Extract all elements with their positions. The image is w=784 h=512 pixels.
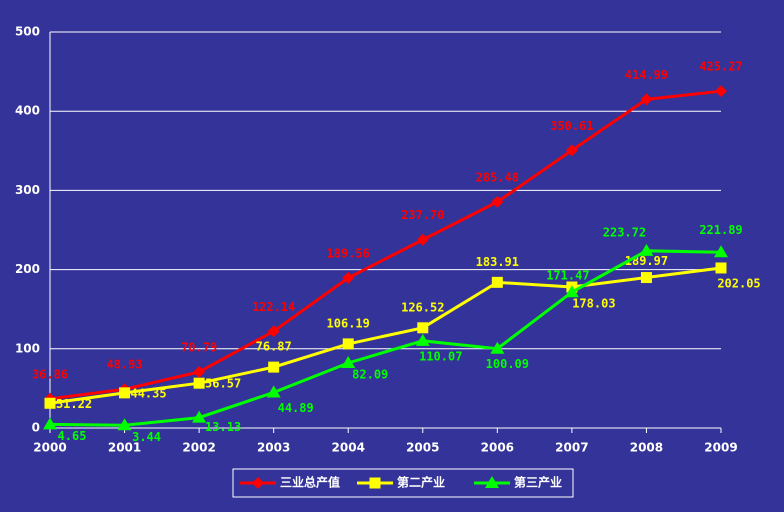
legend-marker	[485, 476, 499, 488]
x-tick-label: 2003	[257, 441, 290, 455]
data-label: 425.27	[699, 60, 742, 74]
data-point	[640, 272, 652, 284]
data-point	[342, 338, 354, 350]
data-point	[415, 333, 430, 346]
x-tick-label: 2004	[332, 441, 365, 455]
data-point	[490, 341, 505, 354]
data-label: 221.89	[699, 223, 742, 237]
data-label: 223.72	[603, 225, 646, 239]
data-point	[715, 85, 727, 98]
data-point	[193, 377, 205, 389]
series-line	[49, 89, 722, 401]
y-tick-label: 400	[15, 104, 40, 118]
x-tick-label: 2007	[555, 441, 588, 455]
data-label: 56.57	[205, 377, 241, 391]
data-point	[342, 271, 355, 284]
data-label: 100.09	[486, 357, 529, 371]
legend-box	[232, 468, 574, 498]
data-label: 3.44	[132, 430, 161, 444]
data-label: 189.56	[327, 246, 370, 260]
data-point	[117, 418, 132, 431]
data-point	[193, 365, 206, 378]
data-point	[715, 262, 727, 274]
legend-label: 第二产业	[397, 475, 445, 490]
data-point	[341, 355, 356, 368]
data-point	[565, 144, 578, 157]
x-tick-label: 2001	[108, 441, 141, 455]
data-label: 82.09	[352, 367, 388, 381]
x-tick-label: 2008	[630, 441, 663, 455]
data-point	[491, 195, 504, 208]
data-label: 31.22	[56, 397, 92, 411]
data-point	[639, 243, 654, 256]
legend-marker	[252, 477, 264, 489]
data-label: 48.93	[106, 358, 142, 372]
data-label: 189.97	[625, 254, 668, 268]
series-line	[49, 249, 722, 427]
data-label: 237.70	[401, 208, 444, 222]
data-label: 44.35	[130, 386, 166, 400]
data-point	[119, 387, 131, 399]
data-point	[640, 93, 653, 106]
data-label: 110.07	[419, 349, 462, 363]
data-label: 183.91	[476, 255, 519, 269]
data-point	[564, 285, 579, 298]
data-point	[267, 325, 280, 338]
data-point	[43, 417, 57, 430]
legend-label: 第三产业	[514, 475, 562, 490]
x-tick-label: 2000	[33, 441, 66, 455]
data-label: 171.47	[546, 269, 589, 283]
x-tick-label: 2005	[406, 441, 439, 455]
data-point	[268, 361, 280, 373]
x-tick-label: 2002	[182, 441, 215, 455]
y-tick-label: 200	[15, 262, 40, 276]
data-point	[491, 276, 503, 288]
data-point	[44, 397, 56, 409]
data-label: 36.86	[32, 367, 68, 381]
data-label: 414.99	[625, 68, 668, 82]
data-label: 44.89	[278, 401, 314, 415]
data-point	[192, 410, 207, 423]
legend-label: 三业总产值	[280, 475, 340, 490]
data-point	[417, 322, 429, 334]
data-label: 178.03	[572, 297, 615, 311]
y-tick-label: 300	[15, 183, 40, 197]
y-tick-label: 100	[15, 341, 40, 355]
data-label: 4.65	[58, 429, 87, 443]
y-tick-label: 500	[15, 25, 40, 39]
data-label: 202.05	[717, 276, 760, 290]
data-point	[416, 233, 429, 246]
data-label: 285.48	[476, 170, 519, 184]
data-label: 13.13	[205, 420, 241, 434]
data-label: 350.61	[550, 119, 593, 133]
data-label: 106.19	[327, 316, 370, 330]
series-line	[49, 266, 722, 405]
data-label: 122.14	[252, 300, 295, 314]
data-label: 70.79	[181, 340, 217, 354]
data-point	[266, 385, 281, 398]
x-tick-label: 2006	[481, 441, 514, 455]
y-tick-label: 0	[32, 421, 40, 435]
data-label: 76.87	[256, 340, 292, 354]
data-point	[714, 245, 728, 258]
legend-marker	[369, 477, 381, 489]
x-tick-label: 2009	[704, 441, 737, 455]
data-label: 126.52	[401, 300, 444, 314]
